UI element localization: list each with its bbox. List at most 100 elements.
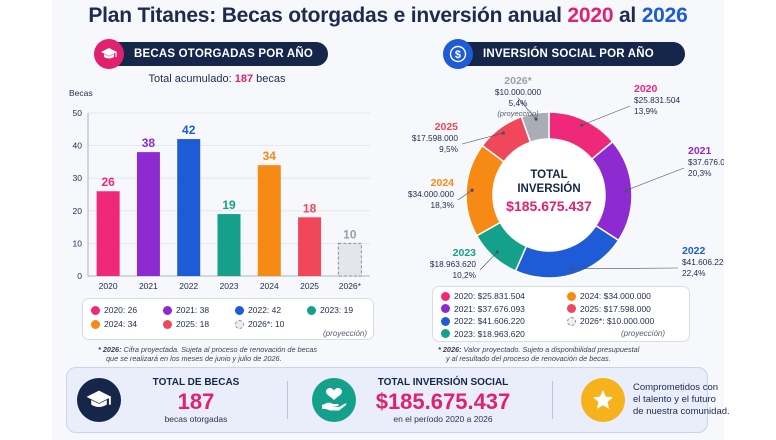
legend-label: 2024: 34 — [104, 319, 138, 329]
y-tick-label: 10 — [73, 238, 83, 248]
bar-value-label: 26 — [101, 175, 115, 189]
legend-swatch — [91, 319, 100, 329]
becas-note-bold: * 2026: — [98, 345, 122, 354]
x-tick-label: 2021 — [139, 281, 158, 291]
donut-hole — [494, 140, 604, 250]
inversion-legend-item: 2026*: $10.000.000 — [567, 316, 654, 326]
inversion-legend-item: 2021: $37.676.093 — [441, 304, 525, 314]
graduation-cap-icon — [94, 39, 124, 69]
inversion-legend-projection: (proyección) — [621, 329, 666, 338]
total-inversion-sub: en el período 2020 a 2026 — [393, 414, 493, 424]
becas-legend-item: 2023: 19 — [307, 305, 353, 315]
donut-value-label: $41.606.220 — [682, 257, 724, 267]
title-main: Plan Titanes: Becas otorgadas e inversió… — [88, 4, 562, 27]
x-tick-label: 2020 — [99, 281, 118, 291]
donut-value-label: $10.000.000 — [495, 87, 542, 97]
legend-swatch — [441, 291, 450, 301]
becas-legend-item: 2021: 38 — [163, 305, 209, 315]
title-year-end: 2026 — [641, 4, 688, 27]
donut-percent-label: 10,2% — [452, 270, 476, 280]
bar-value-label: 10 — [343, 227, 357, 241]
svg-text:$: $ — [455, 49, 461, 61]
legend-swatch — [567, 316, 576, 326]
legend-swatch — [163, 319, 172, 329]
bar-2024 — [257, 165, 281, 276]
dollar-coin-icon: $ — [443, 39, 473, 69]
inversion-legend-item: 2024: $34.000.000 — [567, 291, 651, 301]
title-year-start: 2020 — [567, 4, 614, 27]
bar-2025 — [298, 217, 322, 276]
bar-value-label: 34 — [263, 149, 277, 163]
x-tick-label: 2026* — [339, 281, 362, 291]
x-tick-label: 2025 — [300, 281, 319, 291]
summary-message: Comprometidos con el talento y el futuro… — [633, 382, 730, 418]
donut-percent-label: 22,4% — [682, 268, 706, 278]
donut-slice-2026 — [520, 111, 550, 144]
donut-percent-label: 9,5% — [439, 144, 459, 154]
bar-2026 — [337, 242, 362, 277]
x-tick-label: 2023 — [220, 281, 239, 291]
becas-legend-projection: (proyección) — [323, 329, 368, 338]
infographic: Plan Titanes: Becas otorgadas e inversió… — [52, 0, 730, 440]
legend-label: 2023: $18.963.620 — [454, 328, 525, 339]
legend-swatch — [441, 304, 450, 313]
inversion-note-line2: y al resultado del proceso de renovación… — [446, 354, 611, 363]
bar-2022 — [177, 139, 201, 276]
donut-projection-label: (proyección) — [497, 109, 539, 118]
bar-value-label: 38 — [142, 136, 156, 150]
page-title: Plan Titanes: Becas otorgadas e inversió… — [52, 4, 724, 28]
donut-leader-dot — [501, 131, 505, 135]
legend-swatch — [307, 305, 316, 315]
y-tick-label: 0 — [77, 271, 82, 281]
legend-label: 2021: 38 — [176, 305, 210, 315]
donut-leader-dot — [470, 188, 474, 192]
x-tick-label: 2024 — [260, 281, 279, 291]
total-inversion-value: $185.675.437 — [375, 389, 511, 414]
bar-2023 — [217, 214, 241, 276]
becas-section-header: BECAS OTORGADAS POR AÑO — [94, 39, 328, 69]
bar-value-label: 42 — [182, 123, 196, 137]
becas-legend-item: 2025: 18 — [163, 319, 209, 329]
legend-swatch — [235, 319, 244, 329]
inversion-note-bold: * 2026: — [438, 345, 462, 354]
inversion-legend-item: 2025: $17.598.000 — [567, 304, 651, 314]
legend-swatch — [567, 304, 576, 313]
summary-message-line2: el talento y el futuro — [633, 394, 716, 405]
becas-legend-item: 2026*: 10 — [235, 319, 284, 329]
donut-value-label: $37.676.093 — [688, 157, 724, 167]
becas-bar-chart: Becas 0 10 20 30 40 50 26 2020 38 2021 42 2022 19 2023… — [69, 88, 370, 291]
total-becas-sub: becas otorgadas — [164, 414, 228, 424]
becas-note-text: Cifra proyectada. Sujeta al proceso de r… — [121, 345, 318, 354]
legend-swatch — [441, 329, 450, 338]
inversion-note-text: Valor proyectado. Sujeto a disponibilida… — [461, 345, 640, 354]
bar-2021 — [136, 152, 160, 276]
becas-note-line2: que se realizará en los meses de junio y… — [106, 354, 282, 363]
donut-percent-label: 5,4% — [509, 98, 529, 108]
donut-leader-line — [581, 105, 631, 126]
donut-center-value: $185.675.437 — [506, 198, 592, 214]
inversion-legend-item: 2023: $18.963.620 — [441, 329, 525, 339]
legend-label: 2024: $34.000.000 — [580, 291, 651, 301]
x-tick-label: 2022 — [179, 281, 198, 291]
bar-value-label: 18 — [303, 201, 317, 215]
donut-year-label: 2023 — [453, 247, 477, 259]
legend-label: 2025: $17.598.000 — [580, 303, 651, 314]
legend-label: 2022: 42 — [248, 305, 282, 315]
donut-value-label: $17.598.000 — [412, 133, 459, 143]
bar-2020 — [96, 191, 120, 276]
legend-label: 2026*: $10.000.000 — [580, 316, 655, 326]
star-icon — [581, 378, 625, 422]
total-inversion-label: TOTAL INVERSIÓN SOCIAL — [377, 377, 509, 388]
legend-swatch — [235, 305, 244, 315]
donut-center-line1: TOTAL — [530, 169, 567, 181]
donut-percent-label: 18,3% — [430, 200, 454, 210]
bar-value-label: 19 — [222, 198, 236, 212]
inversion-legend-item: 2022: $41.606.220 — [441, 316, 525, 326]
legend-label: 2021: $37.676.093 — [454, 303, 525, 314]
becas-legend-item: 2022: 42 — [235, 305, 281, 315]
total-acumulado-suffix: becas — [256, 73, 286, 85]
donut-percent-label: 13,9% — [634, 106, 658, 116]
donut-year-label: 2022 — [682, 245, 706, 257]
legend-swatch — [91, 305, 100, 315]
legend-swatch — [163, 305, 172, 315]
